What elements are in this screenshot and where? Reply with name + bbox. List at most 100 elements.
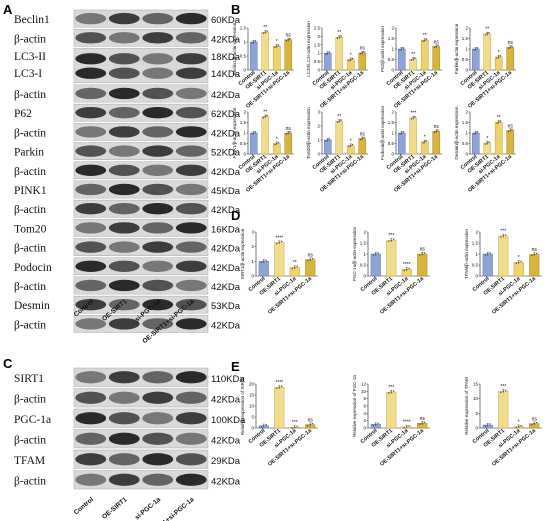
significance-label: ns: [360, 46, 366, 52]
blot-kda-label: 42KDa: [211, 167, 241, 178]
blot-strip: [73, 199, 209, 218]
blot-band: [108, 241, 140, 253]
data-point: [307, 259, 309, 262]
bar-1: [483, 33, 492, 71]
significance-label: ****: [403, 262, 411, 268]
data-point: [500, 391, 502, 394]
panel-label-e: E: [231, 359, 240, 374]
blot-strip: [73, 103, 209, 122]
y-tick-label: 0.5: [462, 141, 469, 146]
bar-1: [261, 31, 270, 71]
blot-band: [175, 391, 207, 404]
blot-band: [75, 107, 107, 119]
blot-protein-label: Desmin: [14, 300, 50, 312]
blot-kda-label: 16KDa: [211, 224, 241, 235]
significance-label: ***: [410, 111, 416, 117]
data-point: [499, 55, 502, 57]
y-tick-label: 1: [363, 252, 366, 257]
y-tick-label: 10: [361, 389, 367, 394]
blot-protein-label: SIRT1: [14, 373, 44, 385]
significance-label: ns: [532, 416, 538, 422]
blot-protein-label: PGC-1a: [14, 414, 51, 426]
y-tick-label: 0: [363, 274, 366, 279]
blot-band: [175, 241, 207, 253]
blot-band: [75, 67, 107, 79]
y-tick-label: 0: [475, 274, 478, 279]
bar-0: [249, 41, 258, 71]
y-tick-label: 1: [391, 47, 394, 52]
blot-band: [75, 432, 107, 445]
data-point: [410, 59, 413, 61]
data-point: [421, 253, 423, 255]
data-point: [488, 141, 490, 143]
bar-0: [482, 253, 493, 277]
data-point: [340, 35, 342, 37]
data-point: [359, 138, 362, 141]
blot-kda-label: 45KDa: [211, 186, 241, 197]
bar-2: [494, 56, 503, 71]
data-point: [499, 120, 502, 122]
y-axis-label: PINK1/β-actin expression: [232, 107, 237, 158]
y-tick-label: 15: [473, 382, 479, 387]
blot-band: [75, 412, 107, 425]
blot-band: [75, 473, 107, 486]
blot-band: [175, 145, 207, 157]
data-point: [487, 424, 489, 426]
blot-band: [175, 260, 207, 272]
data-point: [274, 143, 276, 146]
bar-0: [258, 261, 269, 277]
blot-band: [142, 432, 174, 445]
blot-band: [75, 12, 107, 25]
blot-band: [142, 279, 174, 292]
y-tick-label: 6: [363, 404, 366, 409]
significance-label: ***: [500, 229, 506, 235]
data-point: [422, 40, 424, 42]
blot-band: [108, 432, 140, 445]
blot-band: [142, 32, 174, 44]
data-point: [311, 257, 314, 260]
data-point: [276, 142, 278, 145]
y-tick-label: 2: [251, 244, 254, 249]
blot-kda-label: 52KDa: [211, 148, 241, 159]
data-point: [278, 386, 280, 388]
data-point: [280, 240, 283, 243]
blot-kda-label: 42KDa: [211, 394, 241, 405]
blot-band: [142, 12, 174, 25]
data-point: [338, 36, 340, 38]
blot-strip: [73, 429, 209, 449]
blot-band: [142, 107, 174, 119]
blot-kda-label: 42KDa: [211, 128, 241, 139]
y-tick-label: 1: [391, 131, 394, 136]
blot-band: [175, 318, 207, 330]
blot-band: [75, 32, 107, 44]
data-point: [425, 38, 428, 40]
blot-band: [75, 260, 107, 272]
y-axis-label: Relative expression of TFAM: [464, 377, 469, 435]
data-point: [285, 40, 288, 42]
blot-band: [108, 107, 140, 119]
data-point: [296, 265, 298, 268]
blot-protein-label: β-actin: [14, 475, 46, 487]
y-axis-label: Podocin/β-actin expression: [380, 105, 385, 160]
data-point: [433, 46, 436, 49]
data-point: [504, 234, 507, 236]
blot-strip: [73, 388, 209, 408]
blot-band: [175, 107, 207, 119]
blot-band: [75, 87, 107, 100]
y-tick-label: 0: [251, 274, 254, 279]
data-point: [518, 425, 520, 428]
bar-0: [397, 48, 406, 71]
blot-protein-label: β-actin: [14, 434, 46, 446]
data-point: [484, 34, 487, 36]
blot-band: [142, 260, 174, 272]
significance-label: ns: [360, 131, 366, 137]
bar-1: [498, 235, 509, 277]
significance-label: ns: [420, 247, 426, 253]
significance-label: *: [518, 255, 520, 261]
y-tick-label: 0.5: [388, 57, 395, 62]
y-tick-label: 0: [475, 426, 478, 431]
y-tick-label: 1: [465, 131, 468, 136]
